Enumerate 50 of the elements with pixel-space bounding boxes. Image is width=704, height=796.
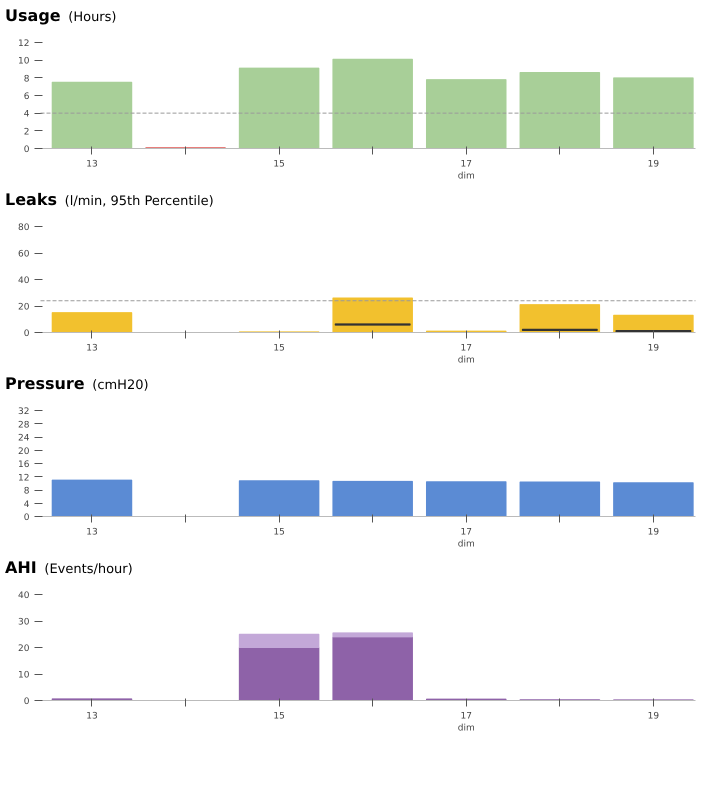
- y-tick-label: 32: [18, 407, 30, 417]
- y-tick-label: 10: [18, 670, 30, 680]
- chart-subtitle: (cmH20): [92, 378, 149, 393]
- x-tick-label: 13: [86, 528, 98, 538]
- y-tick-label: 4: [24, 110, 30, 120]
- y-tick-label: 0: [24, 145, 30, 155]
- y-tick-label: 16: [18, 460, 30, 470]
- y-tick-label: 0: [24, 513, 30, 523]
- y-tick-label: 4: [24, 500, 30, 510]
- x-tick-label: 13: [86, 712, 98, 722]
- y-tick-label: 24: [18, 434, 30, 444]
- x-tick-label: 17 dim: [458, 712, 475, 734]
- x-tick-label: 13: [86, 344, 98, 354]
- x-tick-label: 17 dim: [458, 344, 475, 366]
- x-tick-label: 19: [648, 160, 660, 170]
- chart-subtitle: (l/min, 95th Percentile): [64, 194, 214, 209]
- chart-subtitle: (Hours): [68, 10, 116, 25]
- y-tick-label: 20: [18, 446, 30, 457]
- x-tick-label: 15: [273, 344, 285, 354]
- y-tick-label: 0: [24, 329, 30, 339]
- y-tick-label: 12: [18, 39, 30, 49]
- x-tick-label: 13: [86, 160, 98, 170]
- x-tick-label: 17 dim: [458, 528, 475, 550]
- y-tick-label: 0: [24, 697, 30, 707]
- y-tick-label: 40: [18, 276, 30, 286]
- chart-title: Leaks: [5, 190, 58, 209]
- x-tick-label: 19: [648, 528, 660, 538]
- chart-title: Pressure: [5, 374, 85, 393]
- y-tick-label: 20: [18, 644, 30, 654]
- y-tick-label: 20: [18, 302, 30, 312]
- x-tick-label: 15: [273, 160, 285, 170]
- y-tick-label: 2: [24, 127, 30, 138]
- chart-title: Usage: [5, 6, 61, 25]
- x-tick-label: 19: [648, 344, 660, 354]
- y-tick-label: 6: [24, 92, 30, 102]
- y-tick-label: 8: [24, 486, 30, 496]
- y-tick-label: 10: [18, 56, 30, 67]
- y-tick-label: 28: [18, 420, 30, 430]
- chart-subtitle: (Events/hour): [44, 562, 133, 577]
- x-tick-label: 15: [273, 712, 285, 722]
- y-tick-label: 12: [18, 473, 30, 484]
- y-tick-label: 8: [24, 74, 30, 84]
- y-tick-label: 60: [18, 250, 30, 260]
- y-tick-label: 40: [18, 591, 30, 601]
- chart-title: AHI: [5, 558, 37, 577]
- y-tick-label: 30: [18, 618, 30, 628]
- x-tick-label: 15: [273, 528, 285, 538]
- y-tick-label: 80: [18, 223, 30, 233]
- x-tick-label: 19: [648, 712, 660, 722]
- x-tick-label: 17 dim: [458, 160, 475, 182]
